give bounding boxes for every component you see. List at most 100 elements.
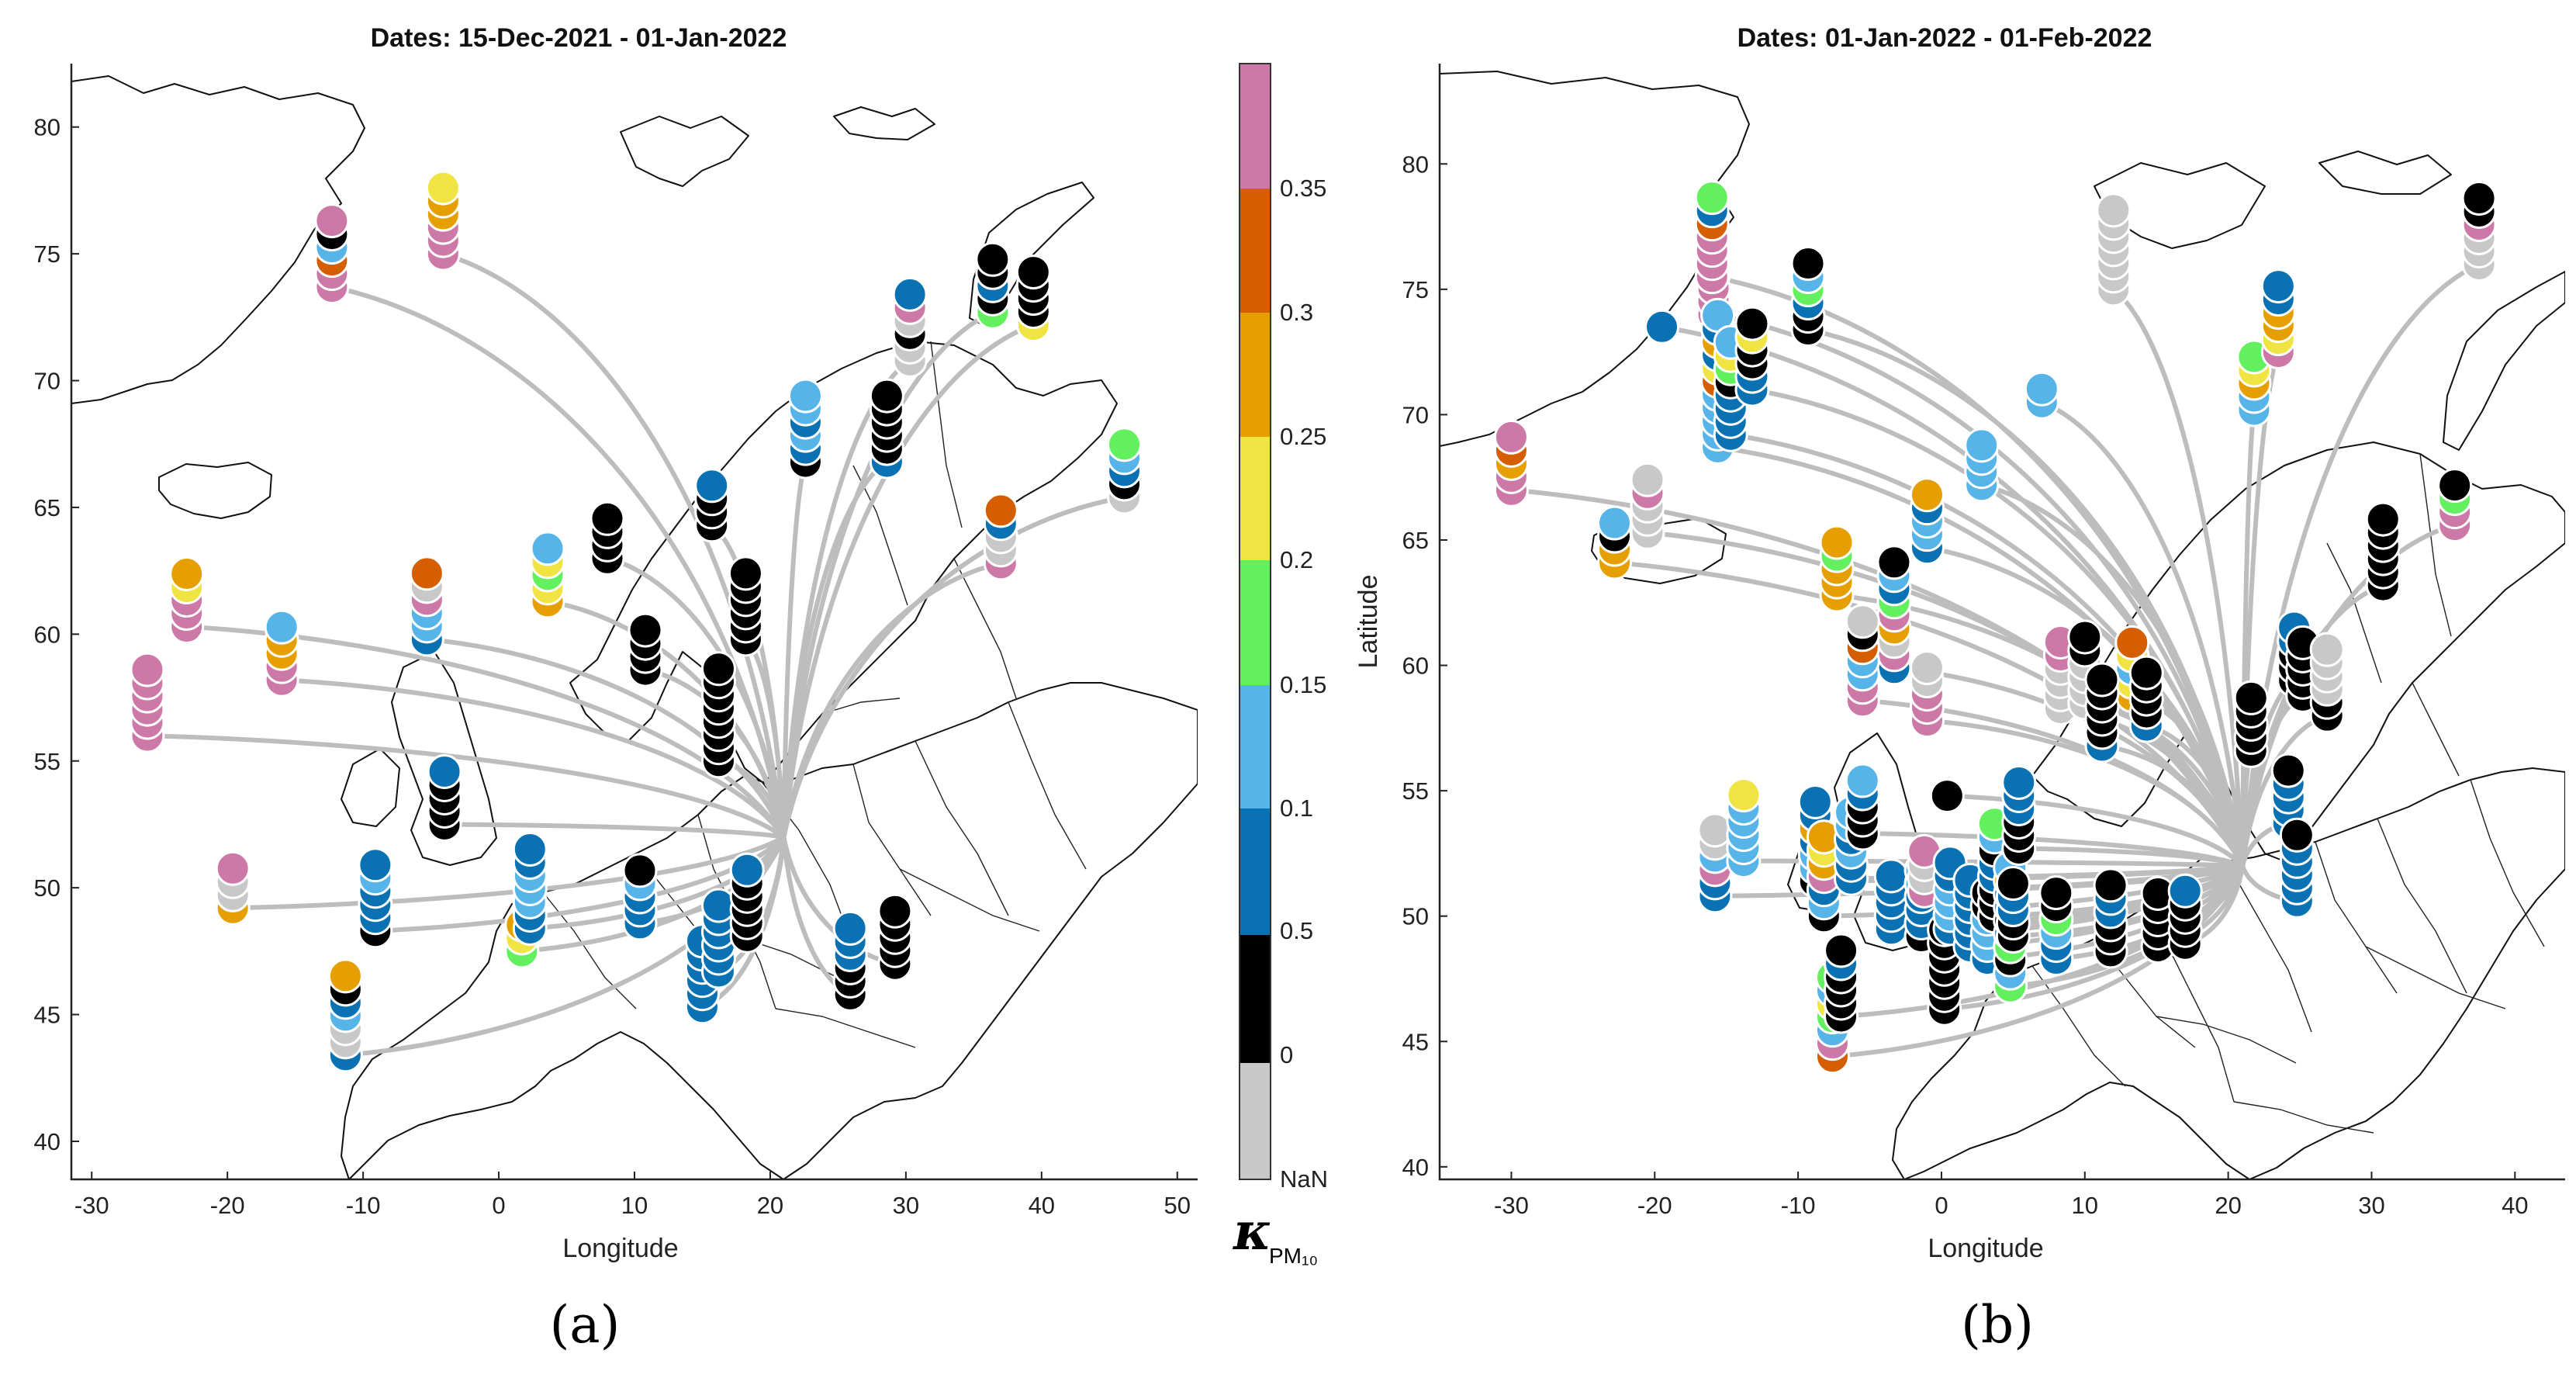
colorbar-segment-0 (1240, 935, 1271, 1063)
marker-stack (264, 609, 299, 698)
kappa-marker (2167, 873, 2203, 909)
kappa-marker (832, 910, 868, 946)
kappa-marker (1630, 462, 1665, 497)
kappa-marker (728, 556, 763, 591)
colorbar-segment-15 (1240, 560, 1271, 685)
panel-b-ylabel: Latitude (1354, 575, 1383, 669)
marker-stack (1929, 778, 1965, 814)
kappa-marker (1597, 505, 1633, 541)
marker-stack (1907, 833, 1942, 909)
marker-stack (983, 493, 1018, 581)
y-tick-label: 65 (1402, 527, 1429, 554)
trajectory-line (2016, 846, 2246, 869)
kappa-marker (1995, 866, 2031, 902)
marker-stack (1107, 427, 1143, 515)
x-tick-label: -20 (210, 1192, 245, 1219)
marker-stack (622, 853, 658, 941)
kappa-marker (1964, 428, 2000, 463)
kappa-marker (1873, 858, 1909, 894)
colorbar-segment-05 (1240, 808, 1271, 935)
kappa-marker (1824, 933, 1859, 968)
marker-stack (832, 910, 868, 1012)
kappa-marker (1797, 784, 1833, 819)
marker-stack (2140, 875, 2176, 964)
y-tick-label: 50 (1402, 903, 1429, 930)
colorbar-label-30: 0.3 (1280, 299, 1313, 326)
kappa-marker (409, 556, 444, 591)
kappa-marker (169, 556, 205, 592)
coastline-svalbard (620, 116, 749, 187)
marker-stack (787, 378, 823, 480)
trajectory-line (2111, 286, 2246, 869)
coastline-novaya-zemlya (969, 182, 1094, 327)
kappa-marker (2437, 468, 2473, 504)
kappa-marker (869, 378, 904, 414)
y-tick-label: 65 (34, 494, 61, 521)
kappa-marker (427, 753, 462, 789)
trajectory-line (781, 310, 995, 840)
marker-stack (1015, 254, 1051, 343)
colorbar-segment-20 (1240, 437, 1271, 560)
coastline-franz-josef-b (2318, 151, 2452, 195)
marker-stack (1734, 306, 1770, 407)
x-tick-label: -30 (74, 1192, 109, 1219)
kappa-marker (983, 493, 1018, 528)
trajectory-line (605, 556, 787, 840)
kappa-marker (2461, 181, 2497, 216)
x-tick-label: -10 (346, 1192, 381, 1219)
kappa-marker (2024, 371, 2059, 407)
marker-stack (2093, 867, 2128, 969)
x-tick-label: 40 (2502, 1192, 2528, 1219)
trajectory-line (442, 822, 787, 840)
marker-stack (2461, 181, 2497, 282)
marker-stack (1630, 462, 1665, 550)
kappa-marker (358, 847, 393, 883)
panel-a-map (71, 75, 1198, 1179)
x-tick-label: -20 (1637, 1192, 1672, 1219)
panel-a-ticks: -30 -20 -10 0 10 20 30 40 50 40 45 50 55 60 65 70 75 80 (34, 114, 1191, 1219)
marker-stack (215, 850, 251, 926)
kappa-marker (1819, 525, 1855, 560)
x-tick-label: 20 (2215, 1192, 2241, 1219)
kappa-marker (2114, 625, 2150, 660)
marker-stack (2024, 371, 2059, 420)
marker-stack (877, 893, 913, 982)
marker-stack (1964, 428, 2000, 503)
kappa-marker (2260, 268, 2296, 304)
marker-stack (2437, 468, 2473, 543)
country-borders-b (2031, 453, 2545, 1134)
colorbar: NaN 0 0.5 0.1 0.15 0.2 0.25 0.3 0.35 κ P… (1232, 63, 1328, 1268)
marker-stack (590, 500, 625, 576)
coastline-ireland (341, 748, 400, 827)
trajectory-line (781, 494, 1127, 840)
panel-b-ticks: -30 -20 -10 0 10 20 30 40 40 45 50 55 60 65 70 75 80 (1402, 151, 2529, 1219)
marker-stack (1845, 763, 1880, 851)
kappa-marker (628, 612, 663, 648)
marker-stack (358, 847, 393, 949)
coastline-svalbard-b (2094, 162, 2266, 249)
kappa-marker (590, 500, 625, 536)
kappa-marker (1909, 650, 1945, 686)
colorbar-segment-30 (1240, 189, 1271, 313)
trajectory-line (441, 251, 787, 840)
marker-stack (1697, 812, 1733, 914)
x-tick-label: -10 (1781, 1192, 1816, 1219)
kappa-marker (877, 893, 913, 929)
marker-stack (512, 831, 548, 946)
markers-b (1493, 180, 2497, 1075)
panel-b-xlabel: Longitude (1928, 1234, 2043, 1263)
colorbar-label-05: 0.5 (1280, 917, 1313, 944)
marker-stack (2309, 632, 2345, 733)
coastline-franz-josef (833, 106, 935, 140)
kappa-marker (1929, 778, 1965, 814)
coastline-novaya-zemlya-b (2443, 271, 2565, 451)
y-tick-label: 75 (1402, 276, 1429, 303)
marker-stack (700, 651, 736, 779)
kappa-marker (1790, 246, 1826, 282)
colorbar-label-15: 0.15 (1280, 671, 1326, 698)
x-tick-label: 0 (1935, 1192, 1948, 1219)
colorbar-label-10: 0.1 (1280, 795, 1313, 822)
kappa-marker (2001, 764, 2037, 800)
kappa-marker (1734, 306, 1770, 341)
